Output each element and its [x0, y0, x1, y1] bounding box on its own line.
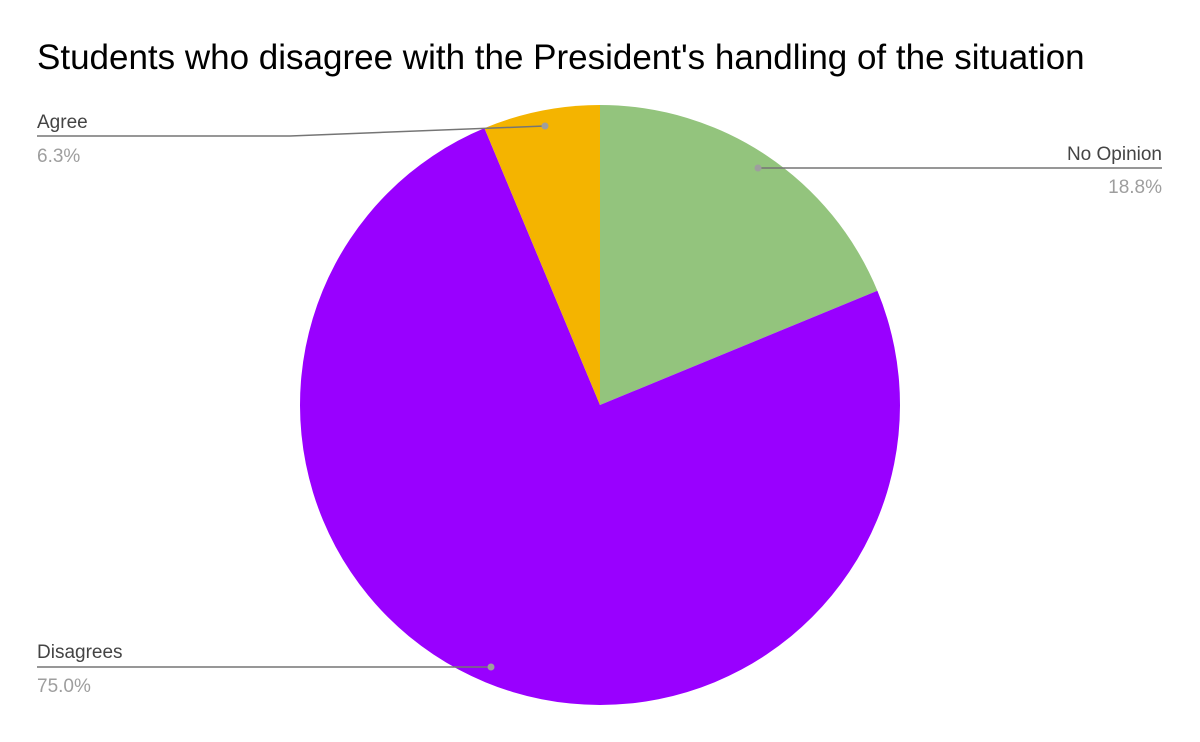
- callout-no-opinion: No Opinion 18.8%: [754, 144, 1162, 198]
- callout-disagrees: Disagrees 75.0%: [37, 642, 495, 697]
- pie-slice-disagrees: [299, 128, 900, 705]
- leader-dot-agree: [541, 122, 549, 130]
- slice-label-agree: Agree: [37, 112, 88, 133]
- slice-label-no-opinion: No Opinion: [1067, 144, 1162, 165]
- leader-line-agree: [37, 125, 546, 137]
- slice-value-no-opinion: 18.8%: [1108, 177, 1162, 198]
- callout-agree: Agree 6.3%: [37, 112, 549, 167]
- chart-title: Students who disagree with the President…: [37, 38, 1085, 77]
- pie-slices: [299, 105, 900, 705]
- slice-value-agree: 6.3%: [37, 146, 80, 167]
- leader-dot-no-opinion: [754, 164, 762, 172]
- leader-dot-disagrees: [487, 663, 495, 671]
- slice-value-disagrees: 75.0%: [37, 676, 91, 697]
- slice-label-disagrees: Disagrees: [37, 642, 123, 663]
- pie-slice-agree: [484, 105, 600, 405]
- pie-slice-no-opinion: [600, 105, 878, 405]
